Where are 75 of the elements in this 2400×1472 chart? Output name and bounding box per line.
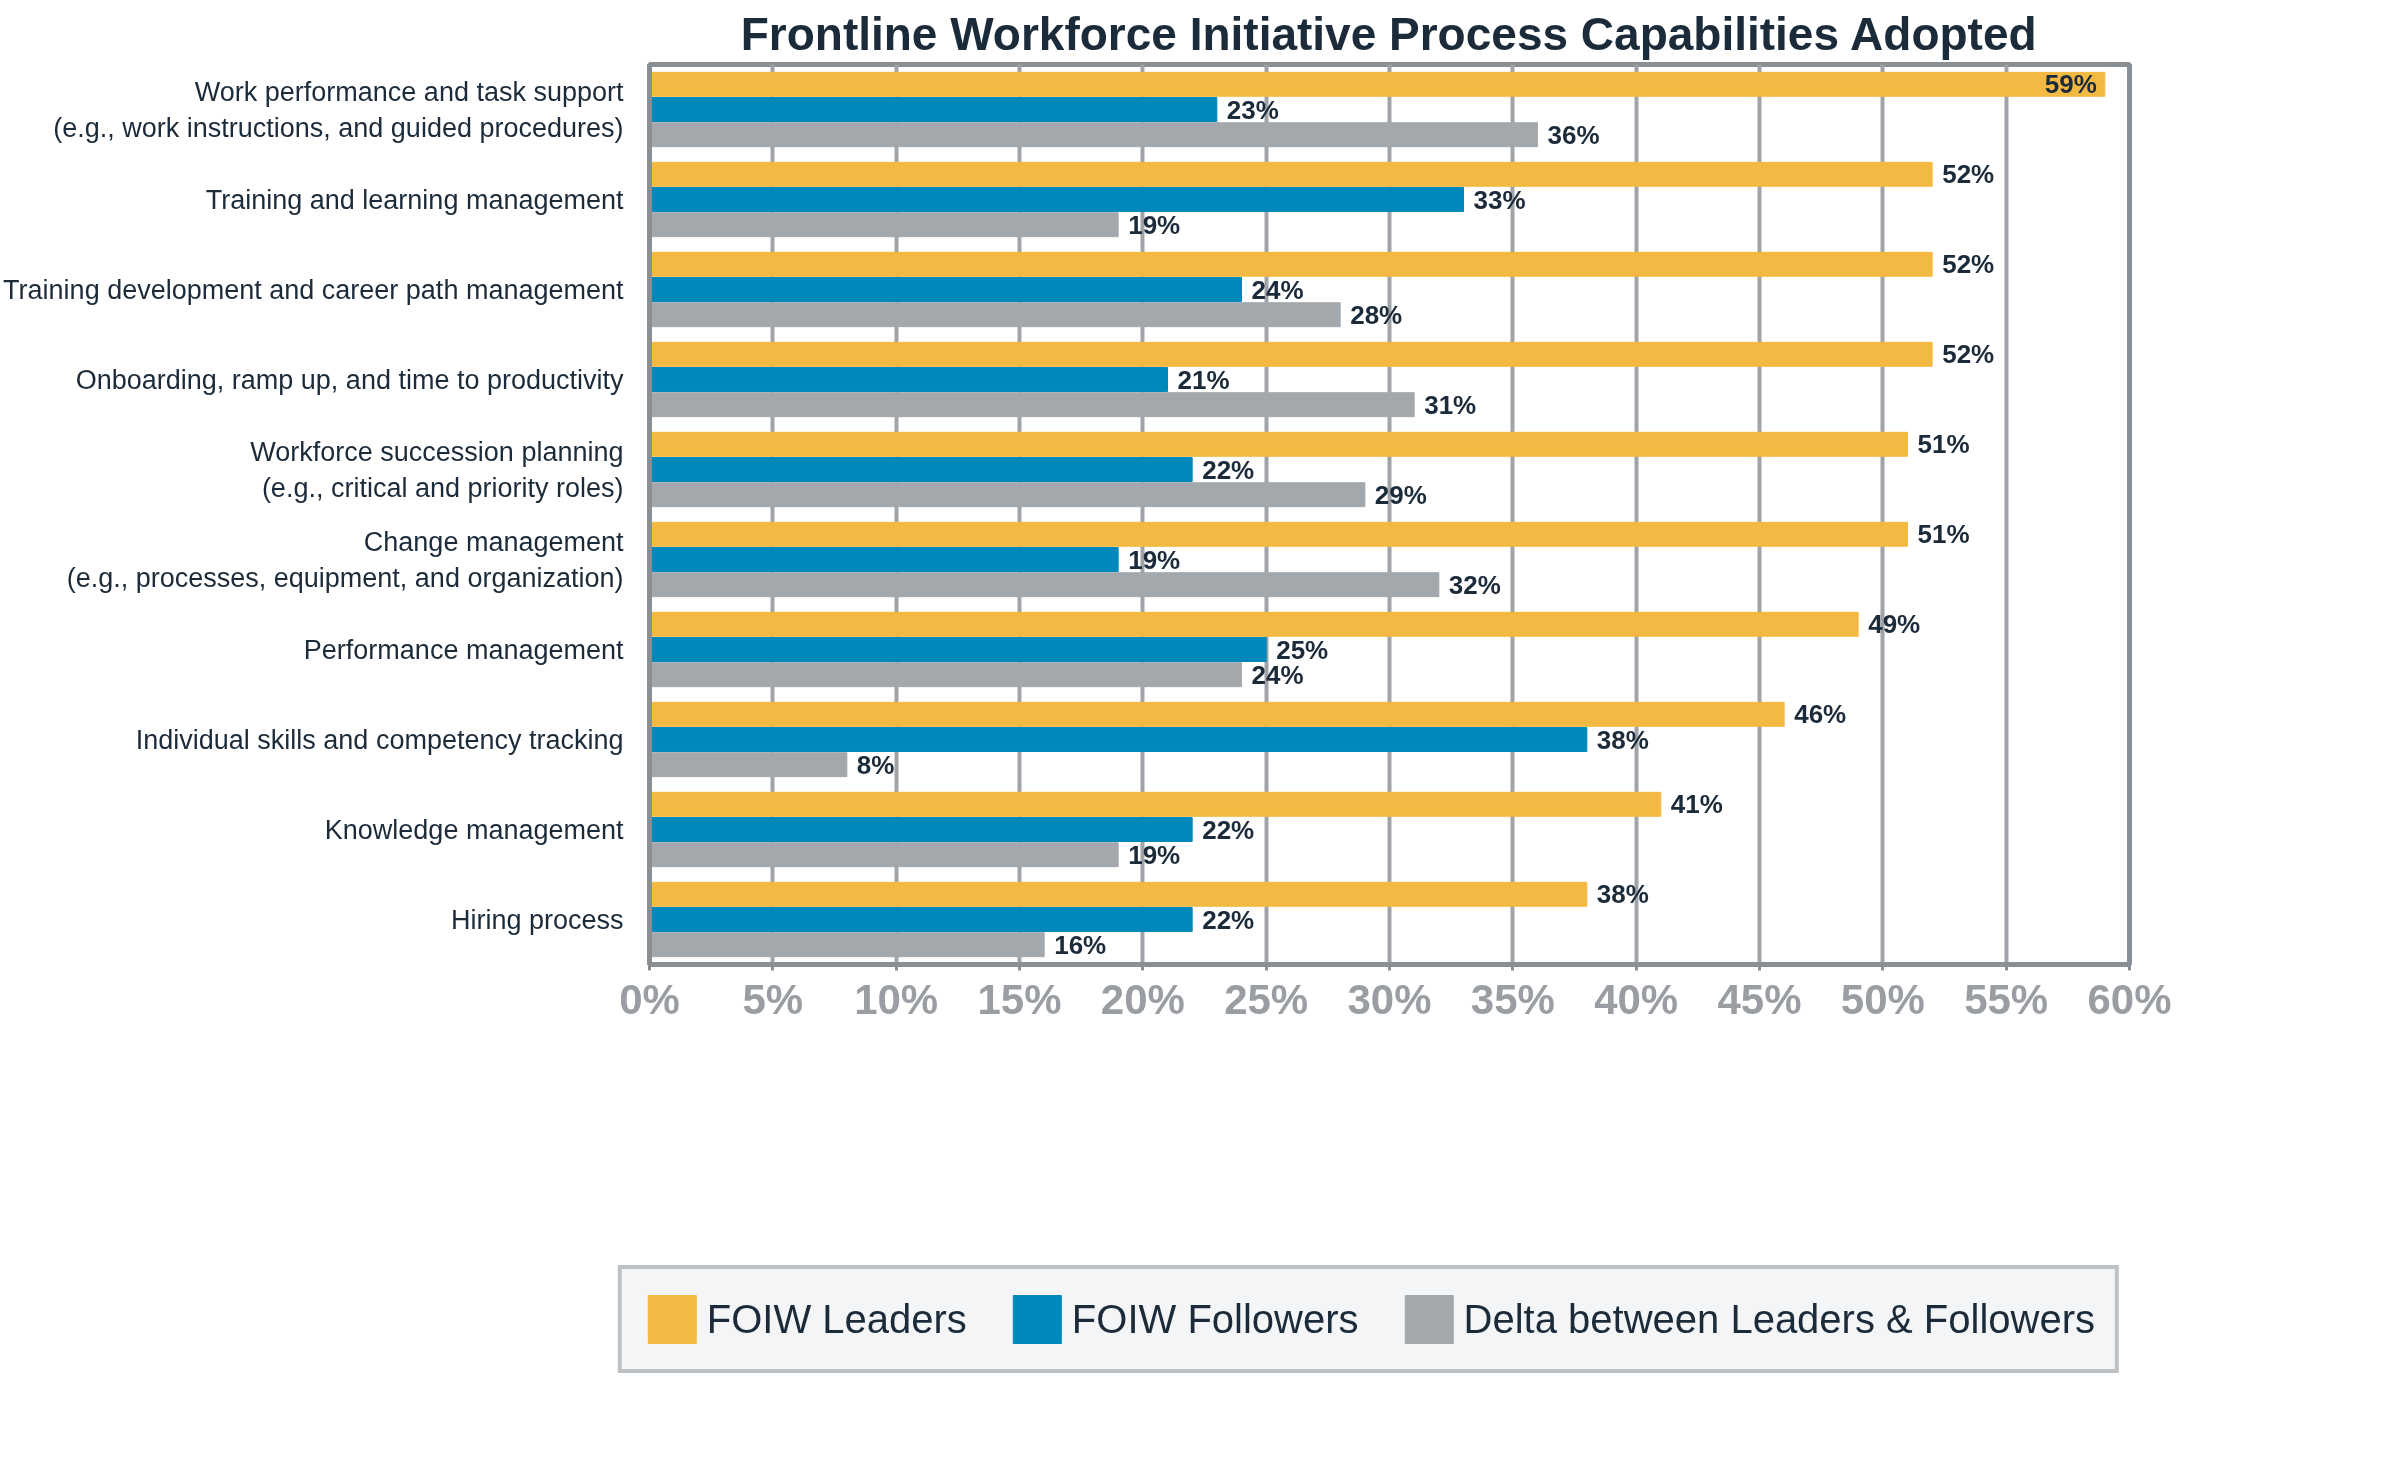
y-tick-label: Training and learning management	[205, 184, 624, 215]
bar	[649, 521, 1908, 547]
y-tick-label: Knowledge management	[324, 814, 624, 845]
data-label: 24%	[1251, 274, 1304, 305]
bar	[649, 611, 1859, 637]
data-label: 33%	[1473, 184, 1526, 215]
chart-title: Frontline Workforce Initiative Process Capabilities Adopted	[740, 7, 2037, 60]
bar	[649, 367, 1168, 392]
bar	[649, 457, 1193, 482]
data-label: 22%	[1202, 454, 1255, 485]
y-tick-label: Performance management	[303, 634, 624, 665]
x-tick-label: 20%	[1100, 975, 1185, 1023]
data-label: 51%	[1917, 429, 1970, 460]
x-tick-label: 0%	[619, 975, 680, 1023]
data-label: 46%	[1794, 699, 1847, 730]
x-tick-label: 45%	[1717, 975, 1802, 1023]
legend-label: FOIW Leaders	[706, 1295, 967, 1343]
data-label: 8%	[856, 749, 895, 780]
bar	[649, 161, 1933, 187]
data-label: 59%	[2044, 69, 2097, 100]
data-label: 41%	[1670, 789, 1723, 820]
data-label: 19%	[1128, 209, 1181, 240]
x-tick-label: 40%	[1594, 975, 1679, 1023]
x-tick-label: 10%	[854, 975, 939, 1023]
data-label: 22%	[1202, 904, 1255, 935]
bar	[649, 907, 1193, 932]
data-label: 21%	[1177, 364, 1230, 395]
data-label: 32%	[1448, 569, 1501, 600]
x-tick-label: 60%	[2087, 975, 2172, 1023]
x-tick-label: 50%	[1840, 975, 1925, 1023]
bar	[649, 881, 1588, 907]
bar	[649, 71, 2106, 97]
legend-label: Delta between Leaders & Followers	[1463, 1295, 2095, 1343]
x-tick-label: 15%	[977, 975, 1062, 1023]
bar	[649, 547, 1119, 572]
y-tick-label: Change management (e.g., processes, equipment, and organization)	[66, 526, 624, 593]
bar	[649, 277, 1242, 302]
bar	[649, 97, 1218, 122]
data-label: 19%	[1128, 839, 1181, 870]
data-label: 19%	[1128, 544, 1181, 575]
y-tick-label: Individual skills and competency tracking	[135, 724, 624, 755]
bar	[649, 701, 1785, 727]
data-label: 51%	[1917, 519, 1970, 550]
data-label: 31%	[1424, 389, 1477, 420]
bar	[649, 817, 1193, 842]
data-label: 38%	[1596, 879, 1649, 910]
x-tick-label: 30%	[1347, 975, 1432, 1023]
x-tick-label: 35%	[1470, 975, 1555, 1023]
data-label: 52%	[1942, 339, 1995, 370]
bar	[649, 727, 1588, 752]
bar	[649, 791, 1662, 817]
data-label: 38%	[1596, 724, 1649, 755]
bar	[649, 637, 1267, 662]
data-label: 49%	[1868, 609, 1921, 640]
data-label: 23%	[1226, 94, 1279, 125]
y-tick-label: Hiring process	[450, 904, 624, 935]
data-label: 28%	[1350, 299, 1403, 330]
x-tick-label: 25%	[1224, 975, 1309, 1023]
x-tick-label: 55%	[1964, 975, 2049, 1023]
data-label: 16%	[1054, 929, 1107, 960]
y-tick-label: Work performance and task support (e.g., work instructions, and guided procedures)	[53, 76, 624, 143]
bar	[649, 431, 1908, 457]
legend-label: FOIW Followers	[1071, 1295, 1359, 1343]
y-tick-label: Onboarding, ramp up, and time to productivity	[75, 364, 624, 395]
data-label: 22%	[1202, 814, 1255, 845]
bar	[649, 341, 1933, 367]
bar	[649, 187, 1464, 212]
y-tick-label: Workforce succession planning (e.g., critical and priority roles)	[250, 436, 624, 503]
bar	[649, 251, 1933, 277]
y-tick-label: Training development and career path management	[3, 274, 624, 305]
data-label: 52%	[1942, 159, 1995, 190]
x-tick-label: 5%	[742, 975, 804, 1023]
data-label: 29%	[1374, 479, 1427, 510]
data-label: 52%	[1942, 249, 1995, 280]
data-label: 36%	[1547, 119, 1600, 150]
